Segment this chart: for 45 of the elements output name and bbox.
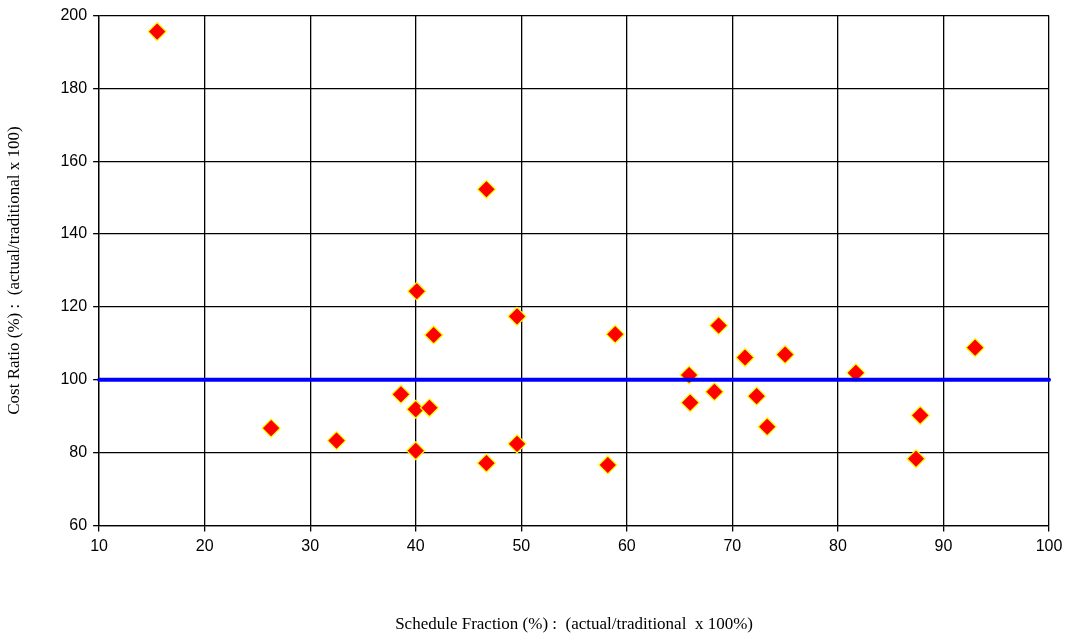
point [747, 386, 767, 406]
point [910, 405, 930, 426]
x-tick-label: 20 [195, 537, 214, 555]
point [476, 179, 497, 199]
y-tick-label: 100 [60, 370, 88, 388]
point [709, 315, 729, 336]
point [406, 399, 426, 419]
point [147, 22, 167, 42]
point [605, 324, 625, 344]
y-tick-label: 140 [60, 224, 88, 242]
point [326, 430, 347, 451]
x-tick-label: 50 [512, 537, 531, 555]
point [680, 393, 700, 413]
point [391, 384, 411, 404]
point [407, 281, 427, 301]
point [906, 449, 926, 469]
point [476, 453, 497, 473]
point [424, 325, 444, 345]
x-tick-label: 10 [90, 537, 109, 555]
point [507, 306, 527, 326]
y-tick-label: 200 [60, 6, 88, 24]
x-tick-label: 70 [723, 537, 742, 555]
point [757, 417, 777, 437]
point [704, 382, 725, 402]
x-tick-label: 60 [617, 537, 636, 555]
point [261, 418, 281, 438]
point [507, 434, 527, 454]
y-tick-label: 160 [60, 151, 88, 169]
y-axis-title: Cost Ratio (%) : (actual/traditional x 100) [3, 126, 23, 415]
x-tick-label: 90 [934, 537, 953, 555]
point [775, 345, 795, 365]
x-tick-label: 30 [301, 537, 320, 555]
x-tick-label: 100 [1035, 537, 1063, 555]
point [419, 398, 440, 418]
x-tick-label: 40 [406, 537, 425, 555]
point [598, 455, 618, 475]
y-tick-label: 180 [60, 78, 88, 96]
y-tick-label: 80 [69, 442, 88, 460]
x-axis-title: Schedule Fraction (%) : (actual/traditional x 100%) [395, 614, 753, 634]
x-tick-label: 80 [829, 537, 847, 555]
y-tick-label: 60 [69, 515, 88, 533]
point [965, 338, 985, 358]
point [735, 347, 755, 368]
point [406, 441, 426, 461]
y-tick-label: 120 [60, 297, 88, 315]
